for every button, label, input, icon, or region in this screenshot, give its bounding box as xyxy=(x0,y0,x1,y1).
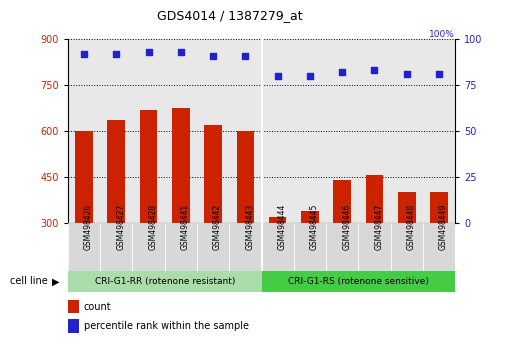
Bar xyxy=(68,271,262,292)
Point xyxy=(338,69,346,75)
Text: GDS4014 / 1387279_at: GDS4014 / 1387279_at xyxy=(157,9,303,22)
Point xyxy=(241,53,249,58)
Text: GSM498446: GSM498446 xyxy=(342,204,351,250)
Bar xyxy=(301,211,319,223)
Bar xyxy=(165,223,197,271)
Text: percentile rank within the sample: percentile rank within the sample xyxy=(84,321,248,331)
Bar xyxy=(333,180,351,223)
Text: CRI-G1-RS (rotenone sensitive): CRI-G1-RS (rotenone sensitive) xyxy=(288,277,429,286)
Point xyxy=(403,71,411,77)
Text: GSM498427: GSM498427 xyxy=(116,204,126,250)
Bar xyxy=(391,223,423,271)
Bar xyxy=(423,223,455,271)
Bar xyxy=(100,223,132,271)
Text: GSM498445: GSM498445 xyxy=(310,204,319,250)
Bar xyxy=(262,271,455,292)
Bar xyxy=(430,192,448,223)
Bar xyxy=(269,217,287,223)
Text: GSM498442: GSM498442 xyxy=(213,204,222,250)
Text: GSM498426: GSM498426 xyxy=(84,204,93,250)
Bar xyxy=(398,192,415,223)
Text: cell line: cell line xyxy=(10,276,48,286)
Text: CRI-G1-RR (rotenone resistant): CRI-G1-RR (rotenone resistant) xyxy=(95,277,235,286)
Bar xyxy=(366,176,383,223)
Text: ▶: ▶ xyxy=(52,276,60,286)
Point xyxy=(177,49,185,55)
Bar xyxy=(68,223,100,271)
Bar xyxy=(294,223,326,271)
Point xyxy=(144,49,153,55)
Text: GSM498441: GSM498441 xyxy=(181,204,190,250)
Text: GSM498448: GSM498448 xyxy=(407,204,416,250)
Point xyxy=(80,51,88,57)
Bar xyxy=(229,223,262,271)
Point xyxy=(274,73,282,79)
Point xyxy=(112,51,120,57)
Bar xyxy=(236,131,254,223)
Text: count: count xyxy=(84,302,111,312)
Bar xyxy=(358,223,391,271)
Bar xyxy=(326,223,358,271)
Bar xyxy=(172,108,190,223)
Text: GSM498447: GSM498447 xyxy=(374,204,383,250)
Text: GSM498428: GSM498428 xyxy=(149,204,157,250)
Bar xyxy=(75,131,93,223)
Text: GSM498443: GSM498443 xyxy=(245,204,254,250)
Point xyxy=(435,71,443,77)
Bar xyxy=(204,125,222,223)
Text: GSM498444: GSM498444 xyxy=(278,204,287,250)
Bar xyxy=(197,223,229,271)
Bar xyxy=(262,223,294,271)
Point xyxy=(370,67,379,73)
Bar xyxy=(132,223,165,271)
Point xyxy=(209,53,218,58)
Text: 100%: 100% xyxy=(429,30,455,39)
Bar xyxy=(140,109,157,223)
Bar xyxy=(108,120,125,223)
Point xyxy=(305,73,314,79)
Text: GSM498449: GSM498449 xyxy=(439,204,448,250)
